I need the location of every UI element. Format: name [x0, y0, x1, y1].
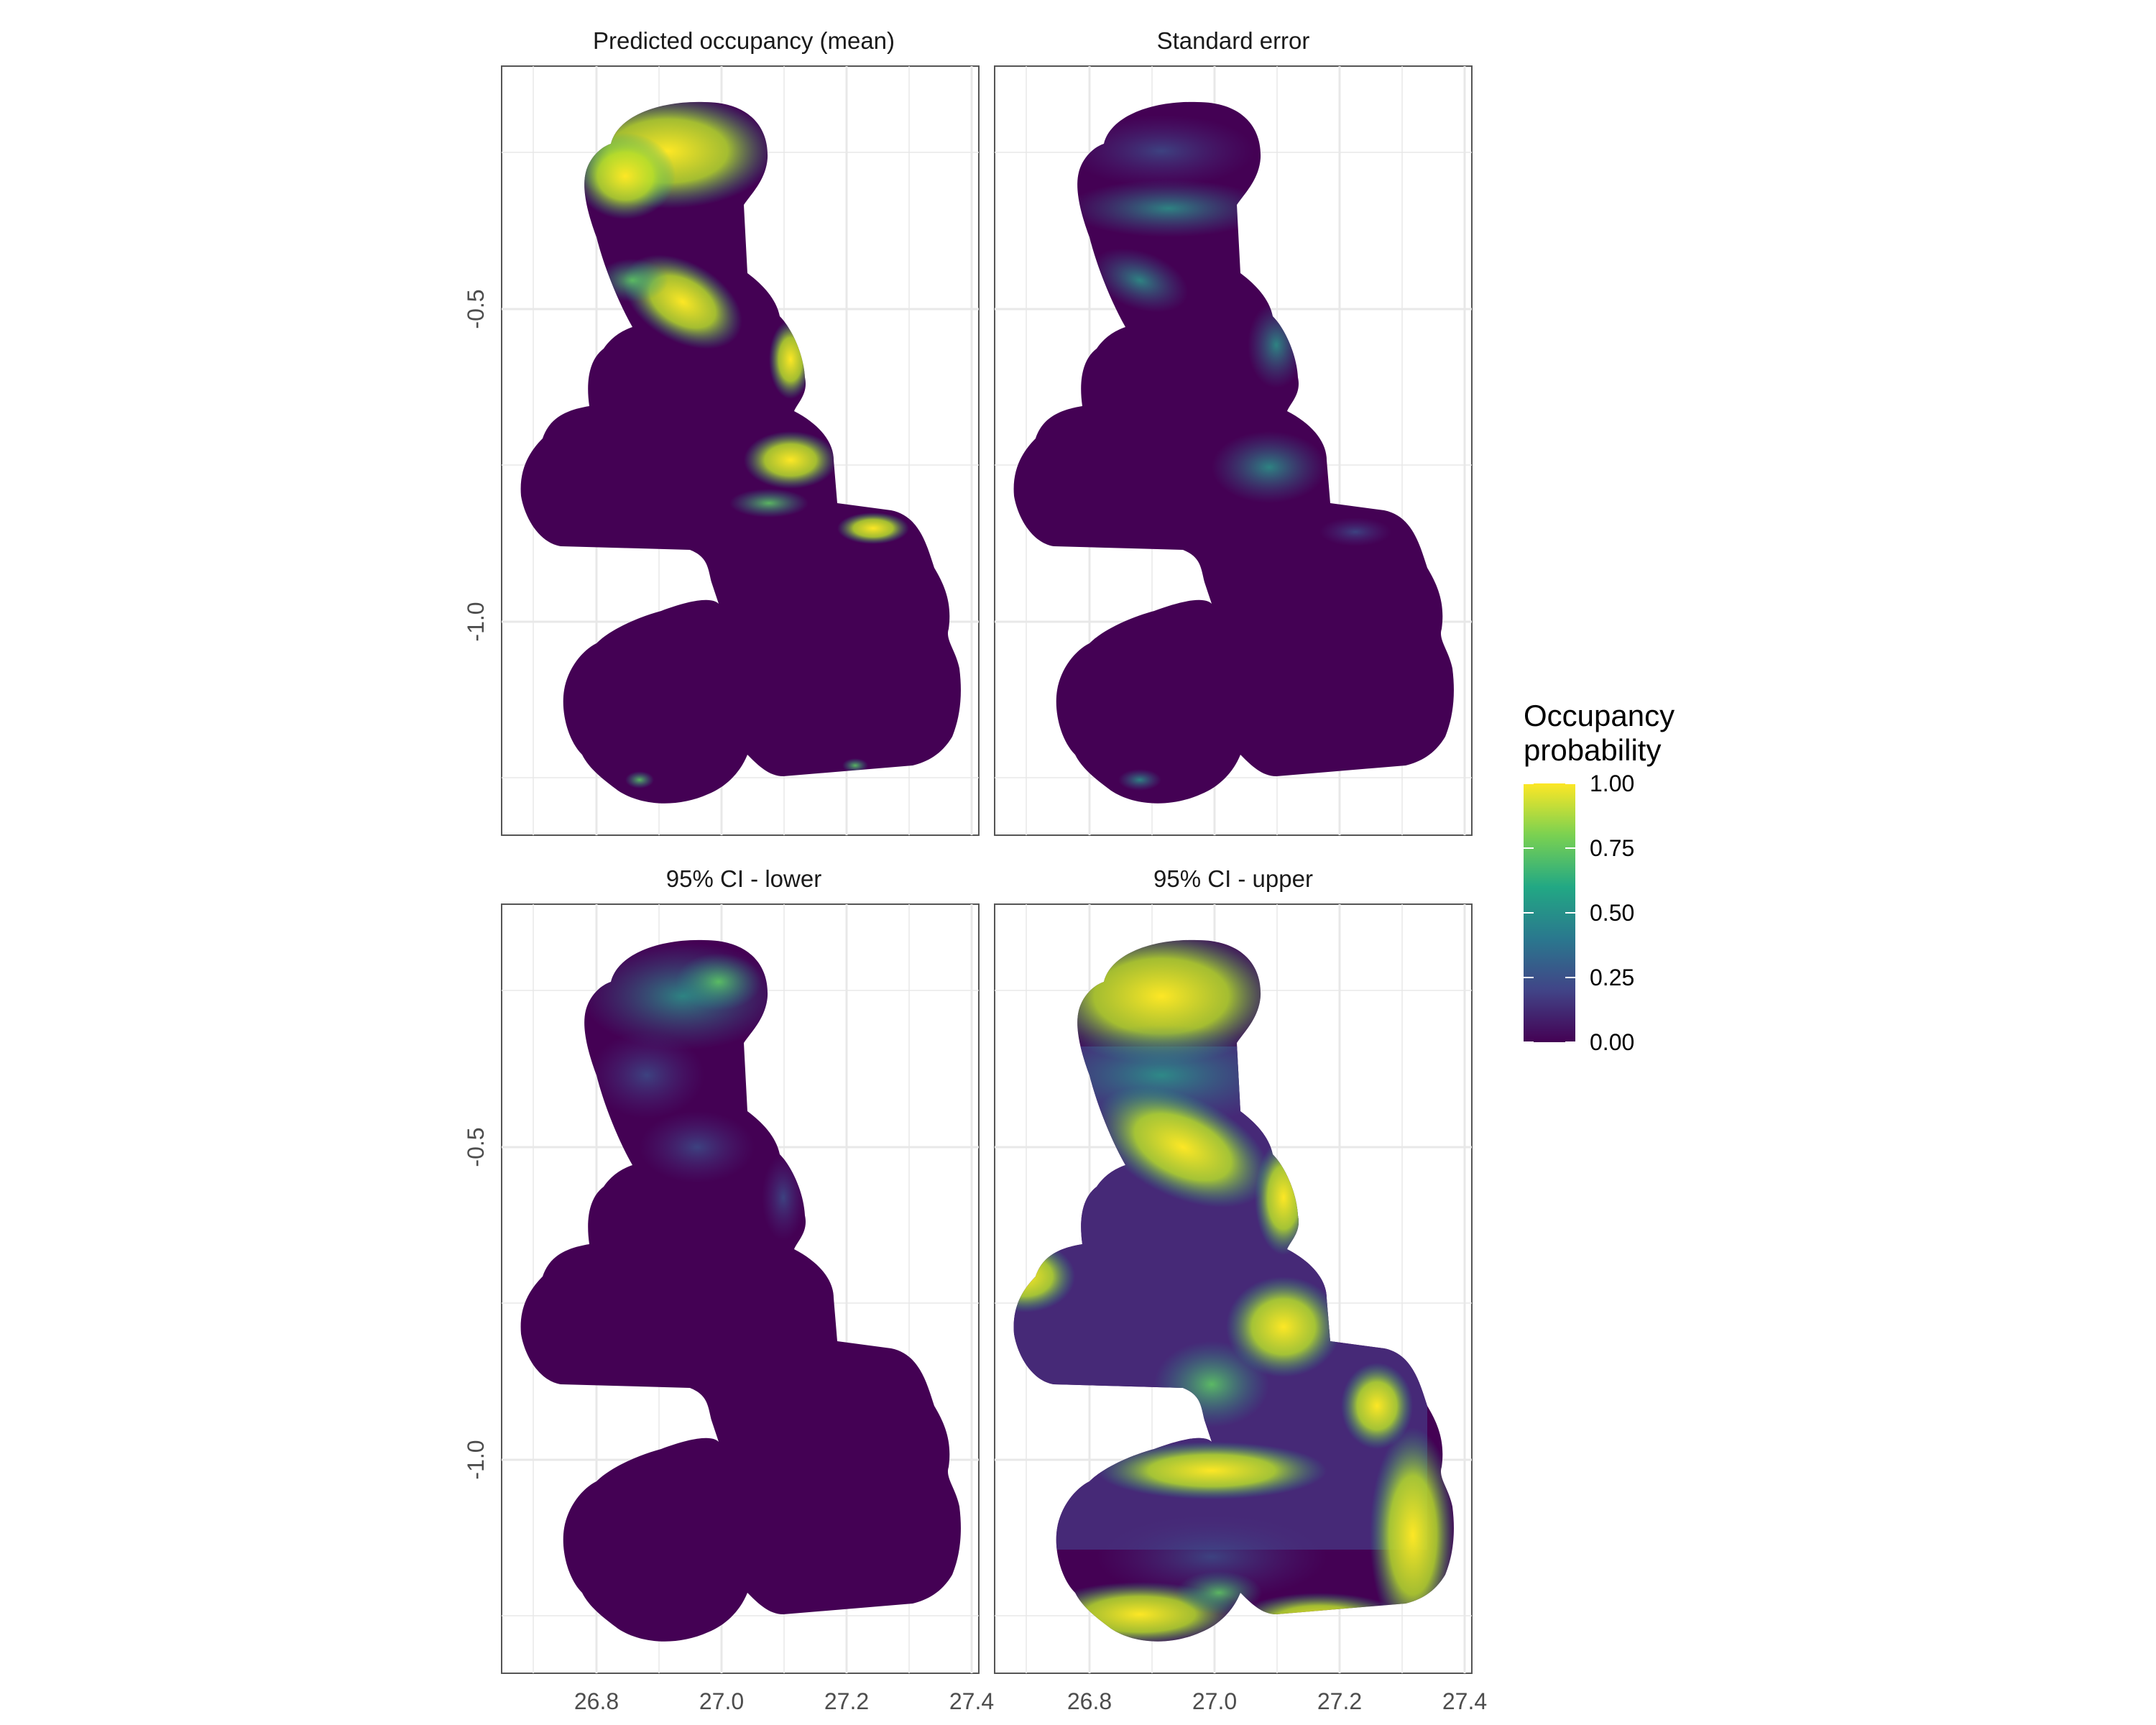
hotspot [676, 953, 762, 1011]
hotspot [1097, 1514, 1327, 1600]
hotspot [640, 1111, 755, 1183]
hotspot [1068, 180, 1269, 237]
x-tick-label: 27.4 [1442, 1688, 1487, 1714]
y-tick-label: -0.5 [463, 1127, 489, 1167]
hotspot [1068, 115, 1255, 187]
hotspot [1341, 1363, 1413, 1449]
legend-title-line1: Occupancy [1524, 699, 1674, 732]
panel-title-se: Standard error [1157, 27, 1310, 54]
x-tick-label: 27.0 [699, 1688, 744, 1714]
hotspot [589, 1032, 704, 1118]
hotspot [625, 771, 654, 788]
x-tick-label: 27.2 [1317, 1688, 1362, 1714]
panel-ci-lower: 95% CI - lower [501, 865, 980, 1674]
x-tick-label: 27.4 [949, 1688, 994, 1714]
panel-title-ci-lower: 95% CI - lower [666, 865, 821, 892]
legend-tick-label: 0.25 [1590, 965, 1634, 990]
hotspot [837, 512, 909, 544]
panel-title-mean: Predicted occupancy (mean) [593, 27, 895, 54]
hotspot [575, 133, 676, 219]
panel-se: Standard error [994, 27, 1473, 836]
hotspot [1095, 1087, 1271, 1208]
hotspot [729, 489, 808, 518]
panel-title-ci-upper: 95% CI - upper [1153, 865, 1313, 892]
hotspot [1097, 1442, 1327, 1499]
x-axis-ticks: 26.8 27.0 27.2 27.4 26.8 27.0 27.2 27.4 [574, 1688, 1487, 1714]
legend-tick-label: 0.50 [1590, 900, 1634, 926]
panel-ci-upper: 95% CI - upper [994, 865, 1473, 1674]
legend-ticks [1524, 783, 1575, 1043]
y-tick-label: -1.0 [463, 602, 489, 641]
legend-tick-label: 1.00 [1590, 770, 1634, 796]
legend: Occupancy probability 1.00 0.75 0.50 0.2… [1524, 699, 1674, 1055]
x-tick-label: 27.2 [824, 1688, 869, 1714]
legend-title-line2: probability [1524, 733, 1661, 767]
panel-mean: Predicted occupancy (mean) [501, 27, 980, 836]
hotspot [1319, 518, 1391, 546]
hotspot [744, 431, 837, 489]
x-tick-label: 26.8 [574, 1688, 619, 1714]
y-axis-ticks: -0.5 -1.0 -0.5 -1.0 [463, 289, 489, 1479]
x-tick-label: 26.8 [1067, 1688, 1112, 1714]
y-tick-label: -0.5 [463, 289, 489, 328]
y-tick-label: -1.0 [463, 1440, 489, 1479]
hotspot [1226, 1276, 1341, 1377]
x-tick-label: 27.0 [1192, 1688, 1237, 1714]
hotspot [1118, 769, 1161, 791]
legend-tick-label: 0.00 [1590, 1029, 1634, 1055]
hotspot [1091, 248, 1189, 313]
hotspot [1212, 431, 1327, 503]
legend-tick-label: 0.75 [1590, 835, 1634, 861]
hotspot [842, 758, 868, 773]
hotspot [762, 1154, 805, 1241]
